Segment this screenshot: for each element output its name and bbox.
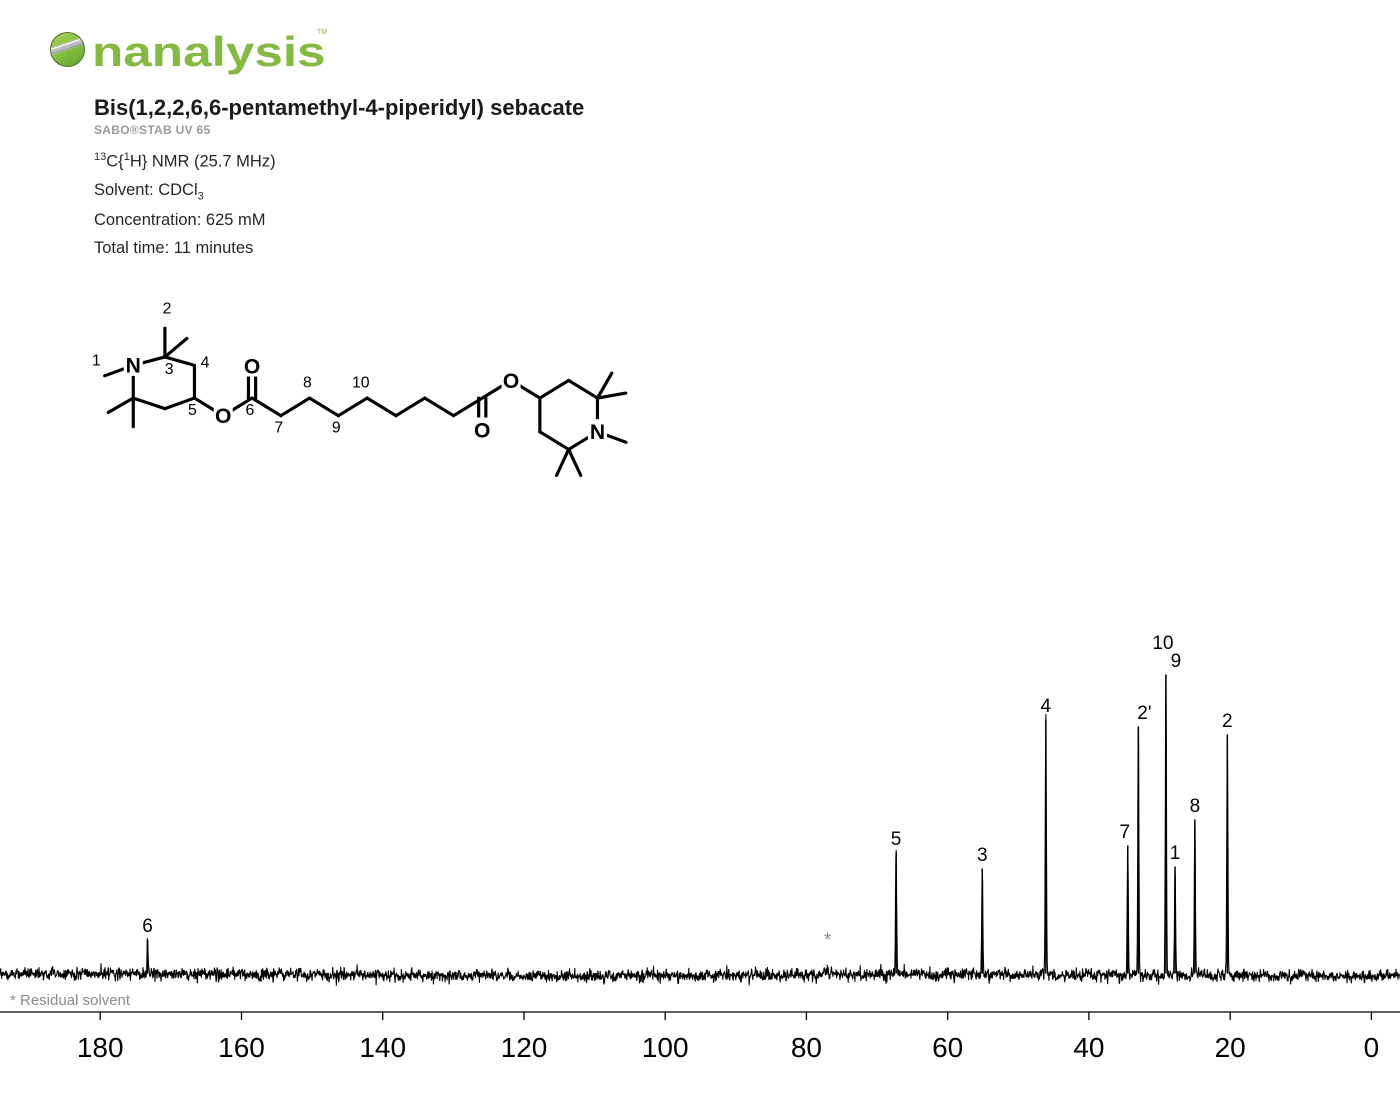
svg-text:60: 60 [932,1032,963,1063]
svg-text:6: 6 [142,916,153,937]
svg-text:80: 80 [791,1032,822,1063]
svg-text:0: 0 [1364,1032,1380,1063]
svg-text:100: 100 [642,1032,689,1063]
svg-text:5: 5 [891,829,902,850]
svg-text:160: 160 [218,1032,265,1063]
svg-text:140: 140 [359,1032,406,1063]
svg-text:9: 9 [1171,651,1182,672]
svg-text:* Residual solvent: * Residual solvent [10,992,131,1009]
svg-text:8: 8 [1190,796,1201,817]
svg-text:7: 7 [1120,822,1131,843]
svg-text:2: 2 [1222,711,1233,732]
svg-text:4: 4 [1041,696,1052,717]
svg-text:40: 40 [1073,1032,1104,1063]
svg-text:2': 2' [1137,703,1151,724]
svg-text:*: * [824,930,832,951]
svg-text:1: 1 [1170,843,1181,864]
svg-text:3: 3 [977,845,988,866]
svg-text:180: 180 [77,1032,124,1063]
svg-text:20: 20 [1215,1032,1246,1063]
svg-text:120: 120 [501,1032,548,1063]
